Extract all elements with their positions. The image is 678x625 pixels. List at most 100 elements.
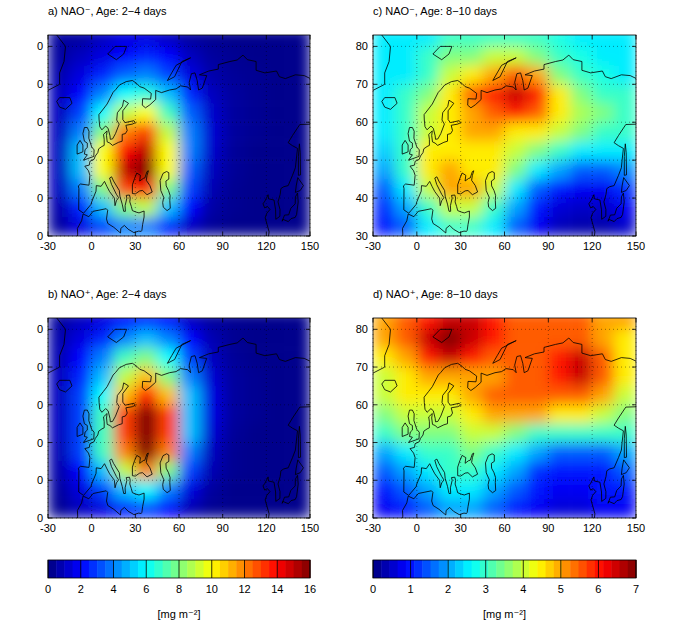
heat-cell <box>505 122 528 142</box>
colorbar-swatch <box>105 560 114 578</box>
heat-cell <box>592 103 615 123</box>
heat-cell <box>179 424 201 443</box>
colorbar-swatch <box>245 560 254 578</box>
colorbar-swatch <box>146 560 155 578</box>
y-tick <box>373 480 377 481</box>
heat-cell <box>570 480 593 499</box>
grid-line <box>373 442 636 443</box>
heat-cell <box>223 424 245 443</box>
y-tick-label: 0 <box>37 437 43 449</box>
heat-cell <box>505 65 528 85</box>
heat-cell <box>483 122 506 142</box>
heat-cell <box>373 160 396 180</box>
heat-cell <box>114 329 136 348</box>
heat-cell <box>135 46 157 66</box>
heat-cell <box>505 480 528 499</box>
coastline <box>263 407 310 518</box>
heat-cell <box>417 217 440 236</box>
x-tick <box>310 35 311 39</box>
heat-cell <box>526 386 549 405</box>
heat-cell <box>92 103 114 123</box>
heat-cell <box>245 84 267 104</box>
heat-cell <box>439 198 462 218</box>
x-tick <box>222 35 223 39</box>
colorbar-swatch <box>496 560 505 578</box>
colorbar-swatch <box>163 560 172 578</box>
grid-line <box>48 480 310 481</box>
heat-cell <box>223 461 245 480</box>
grid-line <box>266 35 267 236</box>
heat-cell <box>439 318 462 330</box>
heat-cell <box>614 217 636 236</box>
heat-cell <box>266 122 288 142</box>
colorbar-swatch <box>122 560 131 578</box>
heat-cell <box>373 35 396 47</box>
heat-cell <box>48 179 70 199</box>
heat-cell <box>614 179 636 199</box>
heat-cell <box>157 405 179 424</box>
y-tick <box>48 84 52 85</box>
colorbar-swatch <box>236 560 245 578</box>
heat-cell <box>417 499 440 518</box>
heat-cell <box>614 84 636 104</box>
colorbar-swatch <box>414 560 423 578</box>
heat-cell <box>135 405 157 424</box>
heat-cell <box>92 35 114 47</box>
heat-cell <box>179 217 201 236</box>
panel-title: b) NAO⁺, Age: 2−4 days <box>48 288 167 300</box>
coastline <box>608 193 624 222</box>
heat-cell <box>417 84 440 104</box>
heat-cell <box>288 443 310 462</box>
grid-line <box>373 122 636 123</box>
y-tick <box>306 442 310 443</box>
heat-cell <box>395 35 418 47</box>
colorbar-swatch <box>488 560 497 578</box>
y-tick <box>306 46 310 47</box>
colorbar-label: [mg m⁻²] <box>483 608 526 620</box>
y-tick-label: 0 <box>37 40 43 52</box>
x-tick-label: 90 <box>542 240 554 252</box>
x-tick <box>310 232 311 236</box>
heat-cell <box>614 461 636 480</box>
grid-line <box>48 122 310 123</box>
coastline <box>263 124 310 236</box>
heat-cell <box>439 443 462 462</box>
heat-cell <box>570 318 593 330</box>
heat-cell <box>135 217 157 236</box>
heat-cell <box>439 424 462 443</box>
colorbar-tick <box>179 560 180 578</box>
heat-cell <box>201 405 223 424</box>
heat-cell <box>548 386 571 405</box>
colorbar-swatch <box>64 560 73 578</box>
y-tick <box>373 46 377 47</box>
heat-cell <box>266 103 288 123</box>
colorbar-swatch <box>537 560 546 578</box>
colorbar-swatch <box>521 560 530 578</box>
x-tick <box>460 318 461 322</box>
heat-cell <box>92 386 114 405</box>
grid-line <box>504 318 505 518</box>
x-tick <box>373 232 374 236</box>
heat-cell <box>373 179 396 199</box>
heat-cell <box>135 480 157 499</box>
heat-cell <box>483 160 506 180</box>
heat-cell <box>157 141 179 161</box>
heat-cell <box>373 461 396 480</box>
heat-cell <box>483 424 506 443</box>
heat-cell <box>201 160 223 180</box>
heat-cell <box>179 461 201 480</box>
colorbar-swatch <box>294 560 303 578</box>
grid-line <box>48 46 310 47</box>
heat-cell <box>266 46 288 66</box>
heatmap-cells <box>48 35 310 236</box>
heat-cell <box>48 35 70 47</box>
heat-cell <box>614 103 636 123</box>
heat-cell <box>483 405 506 424</box>
y-tick <box>306 84 310 85</box>
heat-cell <box>526 35 549 47</box>
colorbar-swatch <box>603 560 612 578</box>
coastline <box>403 55 636 213</box>
heat-cell <box>505 424 528 443</box>
coastline <box>589 124 636 236</box>
ticks <box>48 35 310 236</box>
